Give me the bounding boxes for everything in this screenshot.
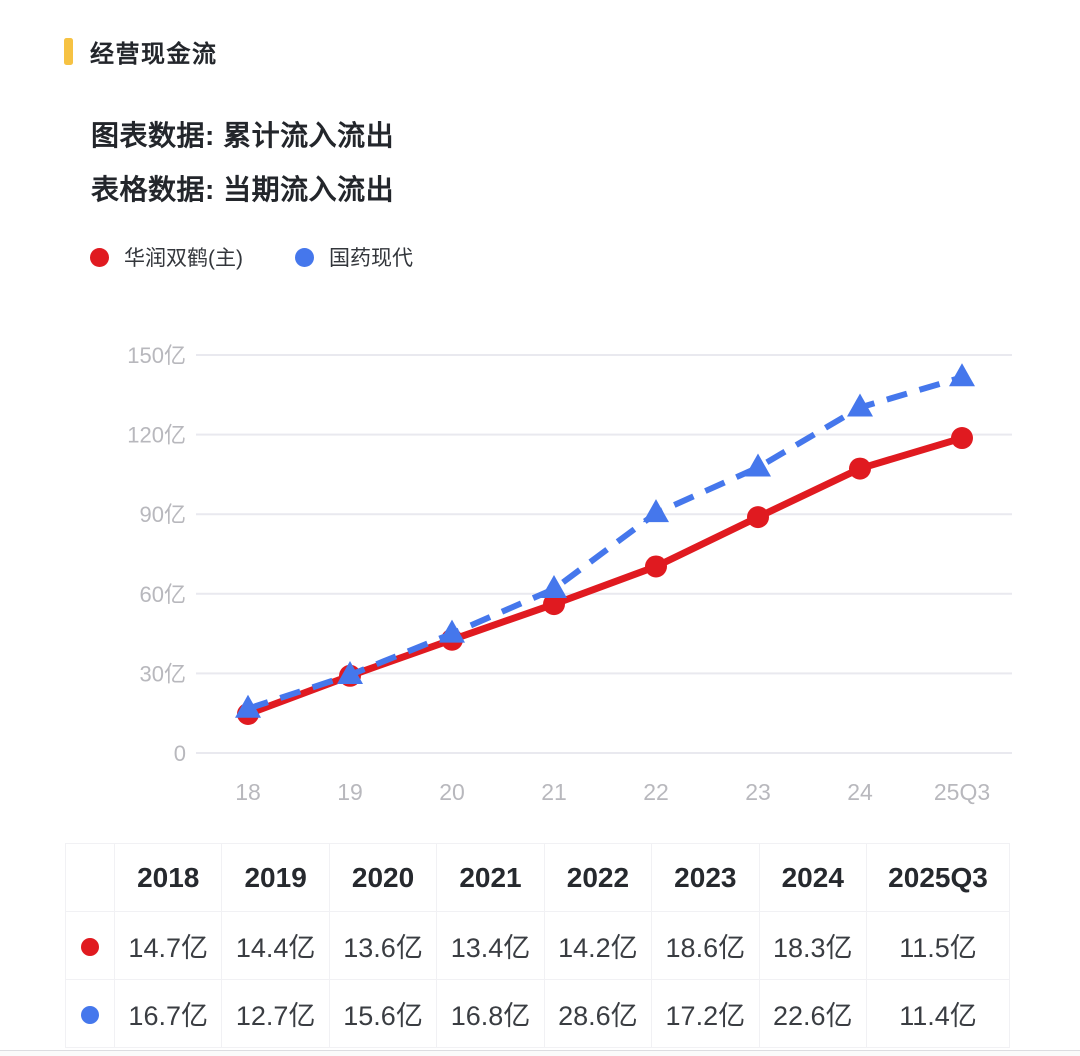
x-axis-tick-label: 25Q3 [934, 779, 990, 805]
table-row: 16.7亿 12.7亿 15.6亿 16.8亿 28.6亿 17.2亿 22.6亿 11.4亿 [65, 979, 1010, 1048]
x-axis-tick-label: 19 [337, 779, 363, 805]
series-line-1 [244, 434, 966, 718]
legend-swatch-icon [295, 247, 314, 267]
data-point-marker [235, 694, 261, 718]
year-column-header: 2021 [436, 843, 545, 912]
table-corner-cell [65, 843, 115, 912]
value-cell: 12.7亿 [221, 979, 330, 1048]
data-point-marker [337, 660, 363, 684]
data-point-marker [949, 363, 975, 387]
y-axis-tick-label: 0 [174, 741, 186, 766]
legend-item-1[interactable]: 华润双鹤(主) [90, 242, 243, 272]
y-axis-tick-label: 150亿 [127, 343, 186, 368]
year-column-header: 2019 [221, 843, 330, 912]
year-column-header: 2020 [328, 843, 438, 912]
y-axis-tick-label: 90亿 [140, 502, 186, 527]
value-cell: 17.2亿 [651, 979, 760, 1048]
value-cell: 13.6亿 [328, 911, 438, 980]
value-cell: 22.6亿 [758, 979, 868, 1048]
year-column-header: 2025Q3 [866, 843, 1010, 912]
section-title: 经营现金流 [90, 41, 218, 68]
cashflow-table: 2018 2019 2020 2021 2022 2023 2024 2025Q3 14.7亿 1… [65, 843, 1010, 1048]
chart-data-note: 图表数据: 累计流入流出 [91, 120, 395, 151]
year-column-header: 2022 [543, 843, 653, 912]
value-cell: 14.7亿 [113, 911, 223, 980]
value-cell: 18.3亿 [758, 911, 868, 980]
data-point-marker [543, 593, 565, 616]
value-cell: 28.6亿 [543, 979, 653, 1048]
series-marker-cell [65, 911, 115, 980]
data-point-marker [541, 575, 567, 599]
data-point-marker [951, 427, 973, 450]
x-axis-tick-label: 21 [541, 779, 567, 805]
series-marker-cell [65, 979, 115, 1048]
legend-item-2[interactable]: 国药现代 [295, 242, 413, 272]
x-axis-tick-label: 23 [745, 779, 771, 805]
year-column-header: 2018 [113, 843, 223, 912]
value-cell: 11.5亿 [866, 911, 1010, 980]
chart-legend: 华润双鹤(主) 国药现代 [0, 217, 1080, 272]
data-point-marker [439, 619, 465, 643]
x-axis-tick-label: 18 [235, 779, 261, 805]
series-marker-icon [81, 1005, 99, 1024]
cashflow-line-chart: 0 30亿 60亿 90亿 120亿 150亿 18 19 20 21 22 23 24 25Q3 [127, 343, 1012, 805]
data-point-marker [643, 499, 669, 523]
data-point-marker [849, 457, 871, 480]
legend-label: 华润双鹤(主) [124, 247, 243, 270]
data-point-marker [847, 393, 873, 417]
data-notes: 图表数据: 累计流入流出 表格数据: 当期流入流出 [0, 69, 1080, 217]
data-point-marker [645, 555, 667, 578]
value-cell: 14.2亿 [543, 911, 653, 980]
value-cell: 15.6亿 [328, 979, 438, 1048]
value-cell: 16.7亿 [113, 979, 223, 1048]
data-point-marker [745, 453, 771, 477]
value-cell: 14.4亿 [221, 911, 330, 980]
value-cell: 18.6亿 [651, 911, 760, 980]
y-axis-tick-label: 60亿 [140, 582, 186, 607]
year-column-header: 2023 [651, 843, 760, 912]
series-marker-icon [81, 937, 99, 956]
bottom-divider [0, 1050, 1080, 1056]
data-point-marker [747, 506, 769, 529]
legend-swatch-icon [90, 247, 109, 267]
value-cell: 13.4亿 [436, 911, 545, 980]
y-axis-tick-label: 120亿 [127, 423, 186, 448]
table-header-row: 2018 2019 2020 2021 2022 2023 2024 2025Q3 [65, 843, 1010, 912]
table-data-note: 表格数据: 当期流入流出 [91, 174, 395, 205]
table-row: 14.7亿 14.4亿 13.6亿 13.4亿 14.2亿 18.6亿 18.3亿 11.5亿 [65, 911, 1010, 980]
value-cell: 16.8亿 [436, 979, 545, 1048]
year-column-header: 2024 [758, 843, 868, 912]
x-axis-tick-label: 24 [847, 779, 873, 805]
x-axis-tick-label: 22 [643, 779, 669, 805]
x-axis-tick-label: 20 [439, 779, 465, 805]
section-marker-bar [64, 38, 73, 65]
section-header: 经营现金流 [0, 0, 1080, 69]
value-cell: 11.4亿 [866, 979, 1010, 1048]
series-line-2 [247, 374, 963, 712]
y-axis-tick-label: 30亿 [140, 661, 186, 686]
legend-label: 国药现代 [329, 247, 413, 270]
